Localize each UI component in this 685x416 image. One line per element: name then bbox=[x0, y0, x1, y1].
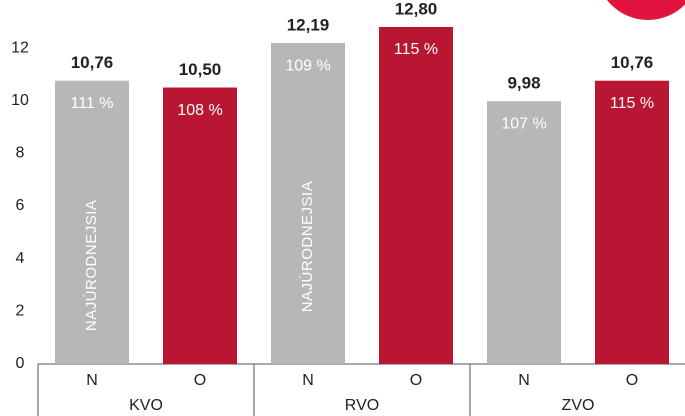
group-label: RVO bbox=[345, 397, 379, 414]
y-tick-label: 8 bbox=[16, 145, 25, 162]
group-label: KVO bbox=[129, 397, 163, 414]
value-label: 12,19 bbox=[287, 16, 330, 35]
y-tick-label: 12 bbox=[11, 39, 29, 56]
bar-note: NAJÚRODNEJSIA bbox=[299, 181, 316, 313]
value-label: 9,98 bbox=[507, 74, 540, 93]
bar bbox=[271, 43, 345, 365]
inner-label: 115 % bbox=[610, 95, 654, 112]
inner-label: 109 % bbox=[285, 57, 330, 74]
bar bbox=[55, 80, 129, 364]
bar bbox=[379, 26, 453, 364]
group-label: ZVO bbox=[562, 397, 595, 414]
x-tick-label: N bbox=[86, 372, 98, 389]
inner-label: 111 % bbox=[71, 95, 114, 112]
inner-label: 115 % bbox=[394, 41, 438, 58]
inner-label: 107 % bbox=[501, 115, 546, 132]
y-tick-label: 4 bbox=[16, 250, 25, 267]
y-tick-label: 0 bbox=[16, 355, 25, 372]
value-label: 10,50 bbox=[179, 60, 222, 79]
inner-label: 108 % bbox=[177, 102, 222, 119]
bar bbox=[163, 87, 237, 364]
x-tick-label: N bbox=[302, 372, 314, 389]
x-tick-label: N bbox=[518, 372, 530, 389]
value-label: 10,76 bbox=[611, 53, 654, 72]
x-tick-label: O bbox=[626, 372, 638, 389]
bar bbox=[595, 80, 669, 364]
y-tick-label: 2 bbox=[16, 303, 25, 320]
value-label: 10,76 bbox=[71, 53, 114, 72]
x-tick-label: O bbox=[410, 372, 422, 389]
value-label: 12,80 bbox=[395, 0, 438, 18]
y-tick-label: 10 bbox=[11, 92, 29, 109]
y-tick-label: 6 bbox=[16, 197, 25, 214]
logo-circle bbox=[607, 0, 685, 20]
bar bbox=[487, 101, 561, 365]
bar-note: NAJÚRODNEJSIA bbox=[83, 200, 100, 332]
x-tick-label: O bbox=[194, 372, 206, 389]
